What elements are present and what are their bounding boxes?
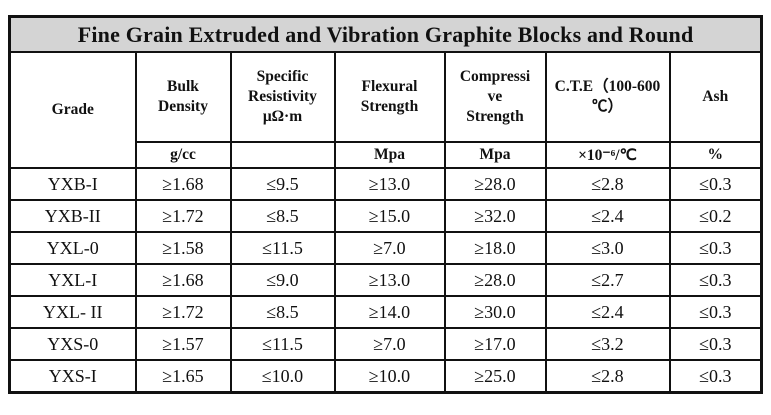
unit-cell: ×10⁻⁶/℃ (544, 141, 671, 169)
value-cell: ≤10.0 (229, 359, 336, 394)
value-cell: ≥13.0 (333, 167, 446, 201)
graphite-spec-table: Fine Grain Extruded and Vibration Graphi… (8, 15, 764, 394)
value-cell: ≤0.3 (668, 263, 763, 297)
value-cell: ≤2.4 (544, 295, 671, 329)
header-text: Grade (51, 101, 94, 118)
header-row: Grade Bulk Density Specific Resistivity μΩ·m F… (8, 51, 763, 169)
header-text: Compressi (459, 68, 531, 85)
value-cell: ≤3.0 (544, 231, 671, 265)
value-cell: ≤11.5 (229, 327, 336, 361)
value-cell: ≤8.5 (229, 199, 336, 233)
value-cell: ≤2.8 (544, 167, 671, 201)
value-cell: ≥7.0 (333, 231, 446, 265)
value-cell: ≥30.0 (443, 295, 547, 329)
header-text: Flexural (361, 78, 418, 95)
value-cell: ≥14.0 (333, 295, 446, 329)
value-cell: ≥1.57 (134, 327, 232, 361)
header-text: μΩ·m (262, 108, 303, 125)
value-cell: ≥25.0 (443, 359, 547, 394)
value-cell: ≥28.0 (443, 263, 547, 297)
value-cell: ≥15.0 (333, 199, 446, 233)
header-text: Bulk (167, 78, 199, 95)
value-cell: ≤0.3 (668, 167, 763, 201)
table-row: YXS-0 ≥1.57 ≤11.5 ≥7.0 ≥17.0 ≤3.2 ≤0.3 (8, 327, 763, 361)
value-cell: ≤0.3 (668, 231, 763, 265)
table-row: YXL-I ≥1.68 ≤9.0 ≥13.0 ≥28.0 ≤2.7 ≤0.3 (8, 263, 763, 297)
grade-cell: YXB-II (8, 199, 137, 233)
table-title: Fine Grain Extruded and Vibration Graphi… (8, 15, 763, 53)
value-cell: ≤2.7 (544, 263, 671, 297)
grade-cell: YXS-I (8, 359, 137, 394)
column-header: Compressi ve Strength (443, 51, 547, 143)
units-row: g/cc Mpa Mpa ×10⁻⁶/℃% (10, 141, 763, 169)
value-cell: ≥13.0 (333, 263, 446, 297)
value-cell: ≤8.5 (229, 295, 336, 329)
grade-cell: YXS-0 (8, 327, 137, 361)
column-header: Specific Resistivity μΩ·m (229, 51, 336, 143)
value-cell: ≥10.0 (333, 359, 446, 394)
value-cell: ≥1.72 (134, 295, 232, 329)
column-header: Ash (668, 51, 763, 143)
grade-cell: YXL-0 (8, 231, 137, 265)
value-cell: ≥18.0 (443, 231, 547, 265)
value-cell: ≤3.2 (544, 327, 671, 361)
value-cell: ≤2.8 (544, 359, 671, 394)
value-cell: ≥28.0 (443, 167, 547, 201)
value-cell: ≥7.0 (333, 327, 446, 361)
value-cell: ≤2.4 (544, 199, 671, 233)
value-cell: ≤9.5 (229, 167, 336, 201)
header-text: Ash (702, 88, 729, 105)
unit-cell: % (668, 141, 763, 169)
unit-cell (229, 141, 336, 169)
grade-cell: YXB-I (8, 167, 137, 201)
table-row: YXB-II ≥1.72 ≤8.5 ≥15.0 ≥32.0 ≤2.4 ≤0.2 (8, 199, 763, 233)
value-cell: ≤11.5 (229, 231, 336, 265)
grade-cell: YXL-I (8, 263, 137, 297)
unit-cell: Mpa (443, 141, 547, 169)
value-cell: ≥32.0 (443, 199, 547, 233)
column-header: Bulk Density (134, 51, 232, 143)
value-cell: ≤0.3 (668, 327, 763, 361)
header-text: Density (158, 98, 208, 115)
column-header: C.T.E（100-600 ℃） (544, 51, 671, 143)
value-cell: ≤0.2 (668, 199, 763, 233)
header-text: ve (487, 88, 503, 105)
value-cell: ≥17.0 (443, 327, 547, 361)
value-cell: ≥1.65 (134, 359, 232, 394)
column-header: Grade (8, 51, 137, 169)
table-row: YXS-I ≥1.65 ≤10.0 ≥10.0 ≥25.0 ≤2.8 ≤0.3 (8, 359, 763, 394)
table-row: YXL- II ≥1.72 ≤8.5 ≥14.0 ≥30.0 ≤2.4 ≤0.3 (8, 295, 763, 329)
value-cell: ≤0.3 (668, 295, 763, 329)
header-text: C.T.E（100-600 ℃） (554, 78, 661, 115)
table-row: YXB-I ≥1.68 ≤9.5 ≥13.0 ≥28.0 ≤2.8 ≤0.3 (8, 167, 763, 201)
header-text: Strength (360, 98, 419, 115)
value-cell: ≥1.72 (134, 199, 232, 233)
value-cell: ≥1.58 (134, 231, 232, 265)
unit-cell: g/cc (134, 141, 232, 169)
value-cell: ≥1.68 (134, 263, 232, 297)
grade-cell: YXL- II (8, 295, 137, 329)
header-text: Strength (466, 108, 524, 125)
unit-cell: Mpa (333, 141, 446, 169)
value-cell: ≤9.0 (229, 263, 336, 297)
header-text: Resistivity (248, 88, 317, 105)
value-cell: ≤0.3 (668, 359, 763, 394)
column-header: Flexural Strength (333, 51, 446, 143)
value-cell: ≥1.68 (134, 167, 232, 201)
header-text: Specific (256, 68, 309, 85)
table-row: YXL-0 ≥1.58 ≤11.5 ≥7.0 ≥18.0 ≤3.0 ≤0.3 (8, 231, 763, 265)
